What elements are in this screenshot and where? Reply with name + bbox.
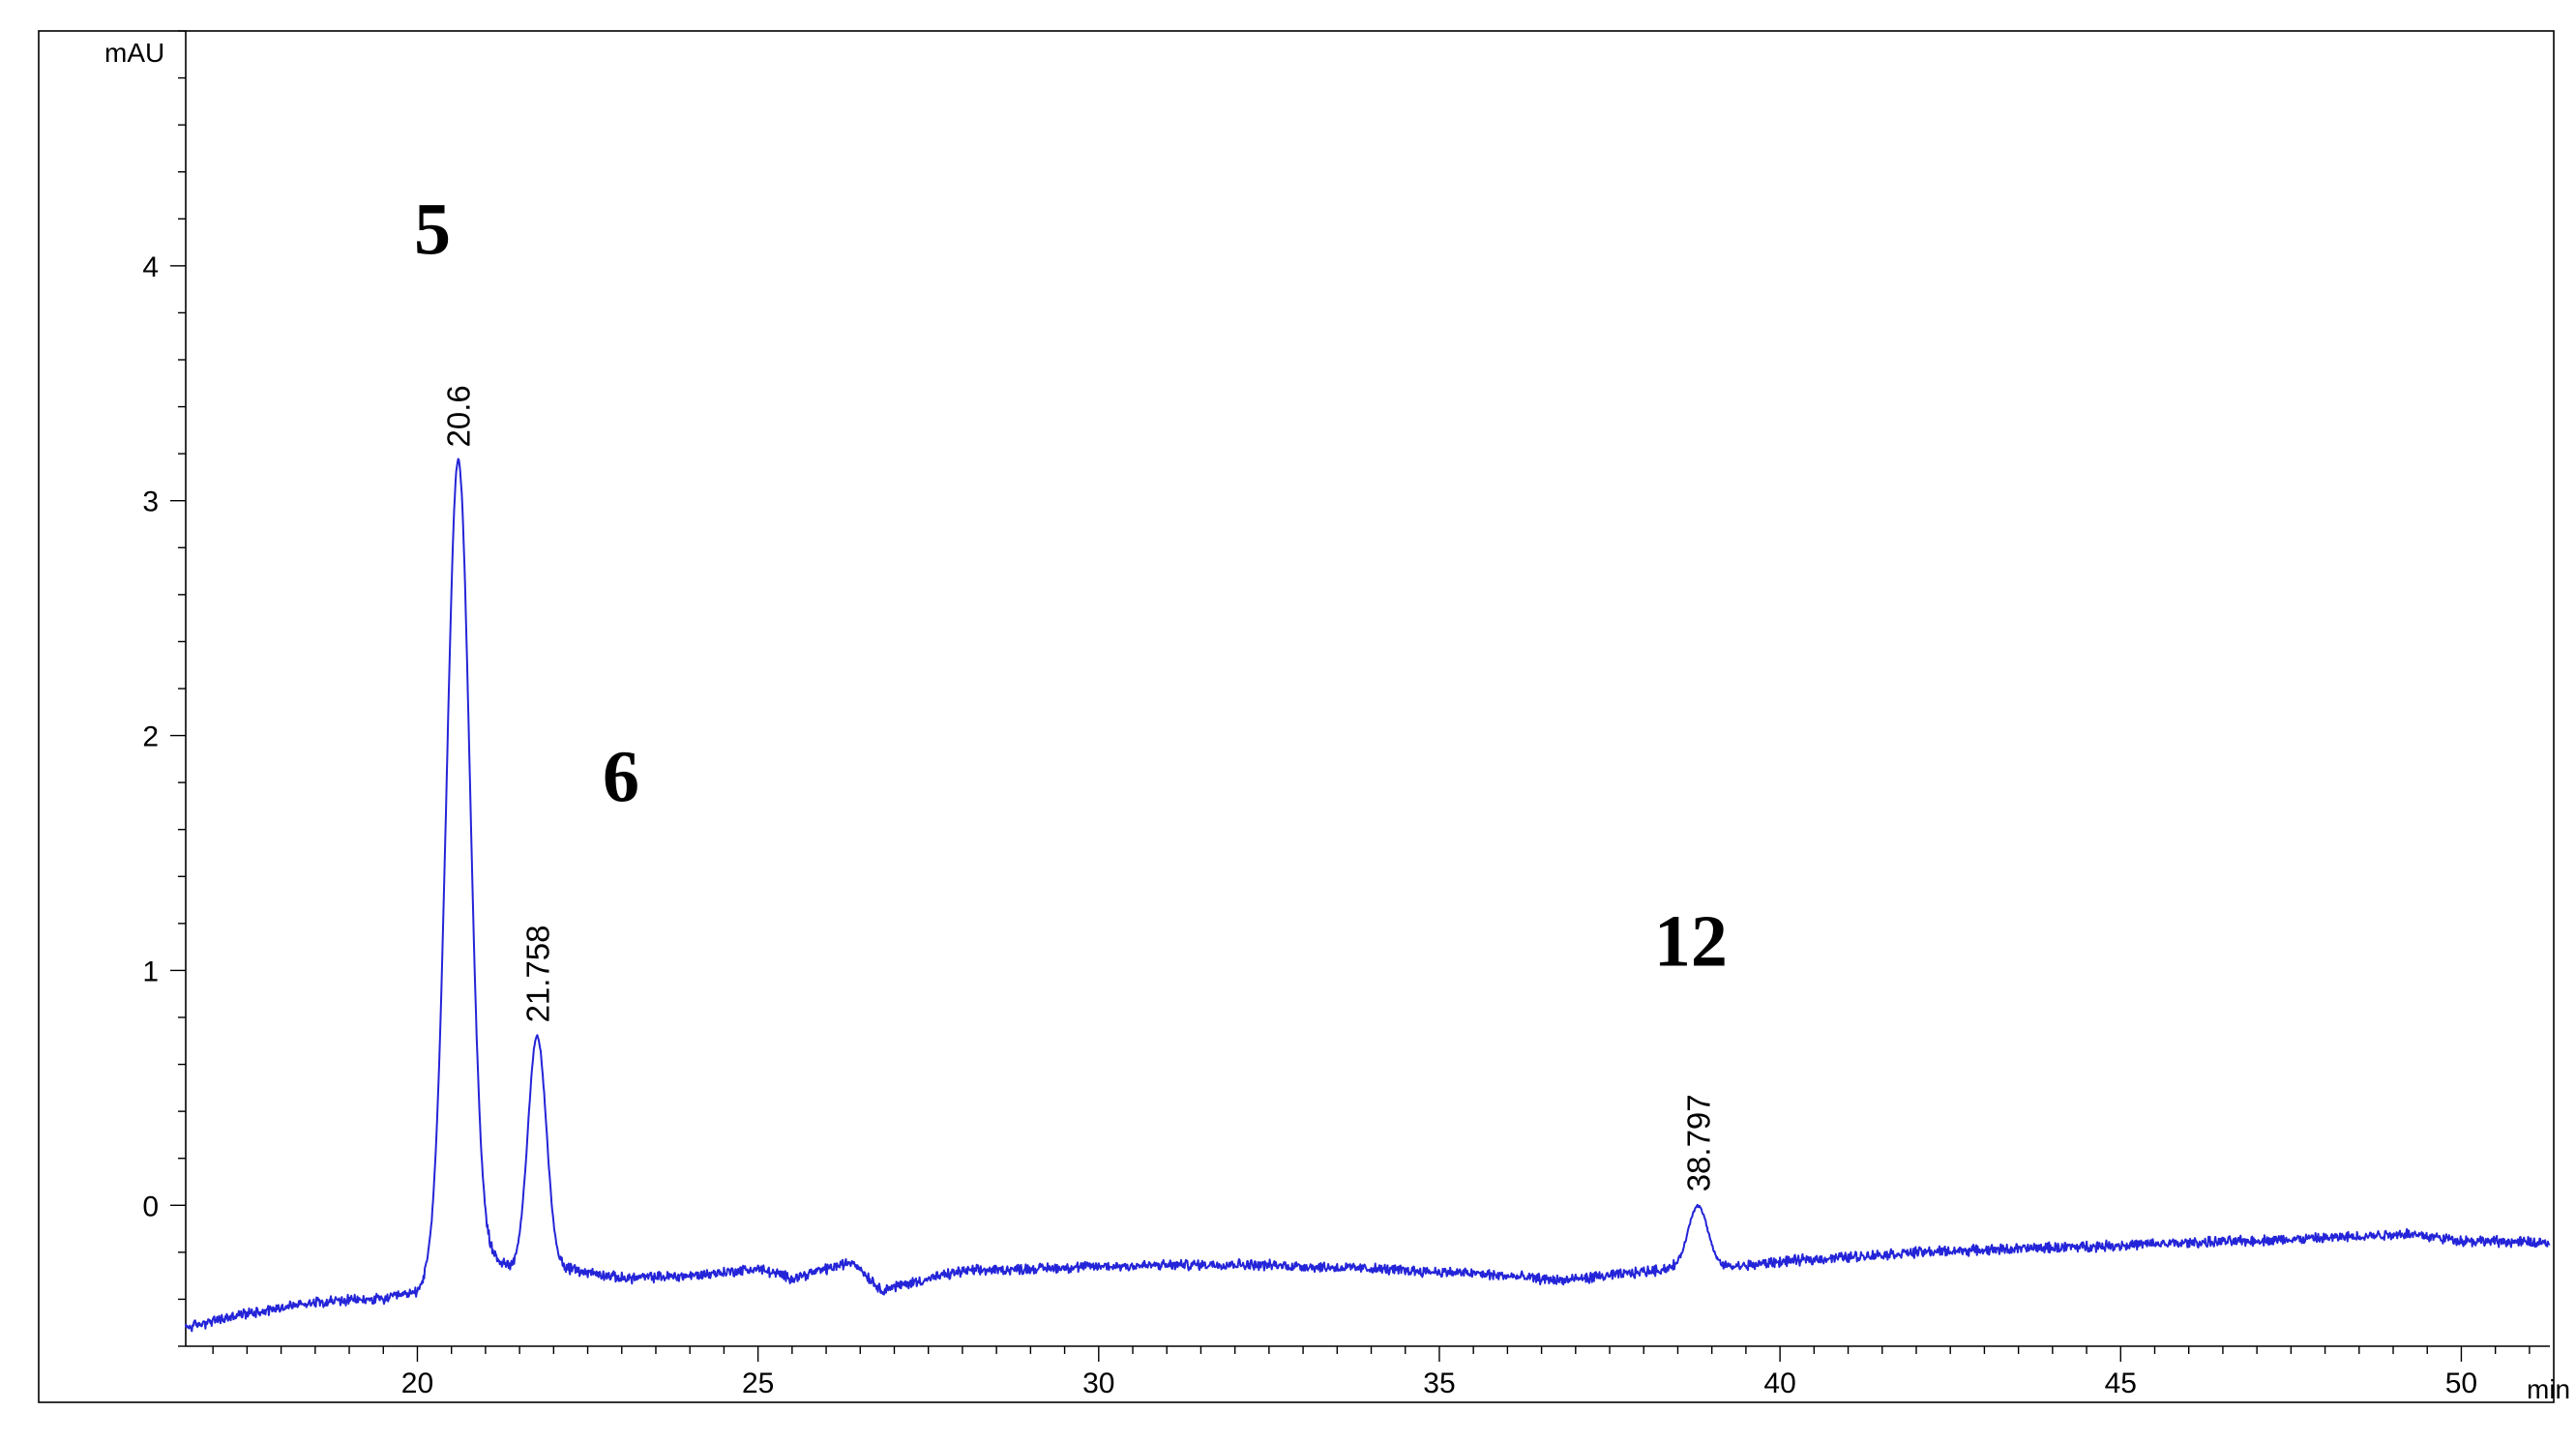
x-tick-label: 50 <box>2445 1367 2477 1399</box>
y-tick-label: 1 <box>142 956 159 987</box>
plot-frame <box>38 30 2555 1403</box>
axes <box>185 31 2550 1347</box>
compound-number-label: 12 <box>1654 901 1728 983</box>
y-tick-label: 0 <box>142 1191 159 1222</box>
compound-number-label: 5 <box>414 190 451 271</box>
y-tick-label: 2 <box>142 721 159 753</box>
x-tick-label: 25 <box>742 1367 774 1399</box>
x-unit-label: min <box>2527 1374 2570 1404</box>
x-tick-label: 45 <box>2105 1367 2137 1399</box>
x-tick-label: 40 <box>1763 1367 1795 1399</box>
compound-labels: 5 6 12 <box>414 190 1728 983</box>
y-tick-label: 3 <box>142 486 159 518</box>
chromatogram-trace <box>185 457 2551 1333</box>
peak-rt-label: 21.758 <box>519 925 555 1022</box>
x-tick-label: 30 <box>1082 1367 1114 1399</box>
peak-labels: 20.6 21.758 38.797 <box>441 385 1717 1191</box>
y-tick-label: 4 <box>142 251 159 283</box>
x-tick-label: 35 <box>1423 1367 1455 1399</box>
x-tick-label: 20 <box>401 1367 433 1399</box>
peak-rt-label: 38.797 <box>1680 1094 1716 1191</box>
y-unit-label: mAU <box>104 38 164 68</box>
peak-rt-label: 20.6 <box>441 385 477 447</box>
tick-marks <box>170 30 2531 1362</box>
compound-number-label: 6 <box>603 737 639 818</box>
